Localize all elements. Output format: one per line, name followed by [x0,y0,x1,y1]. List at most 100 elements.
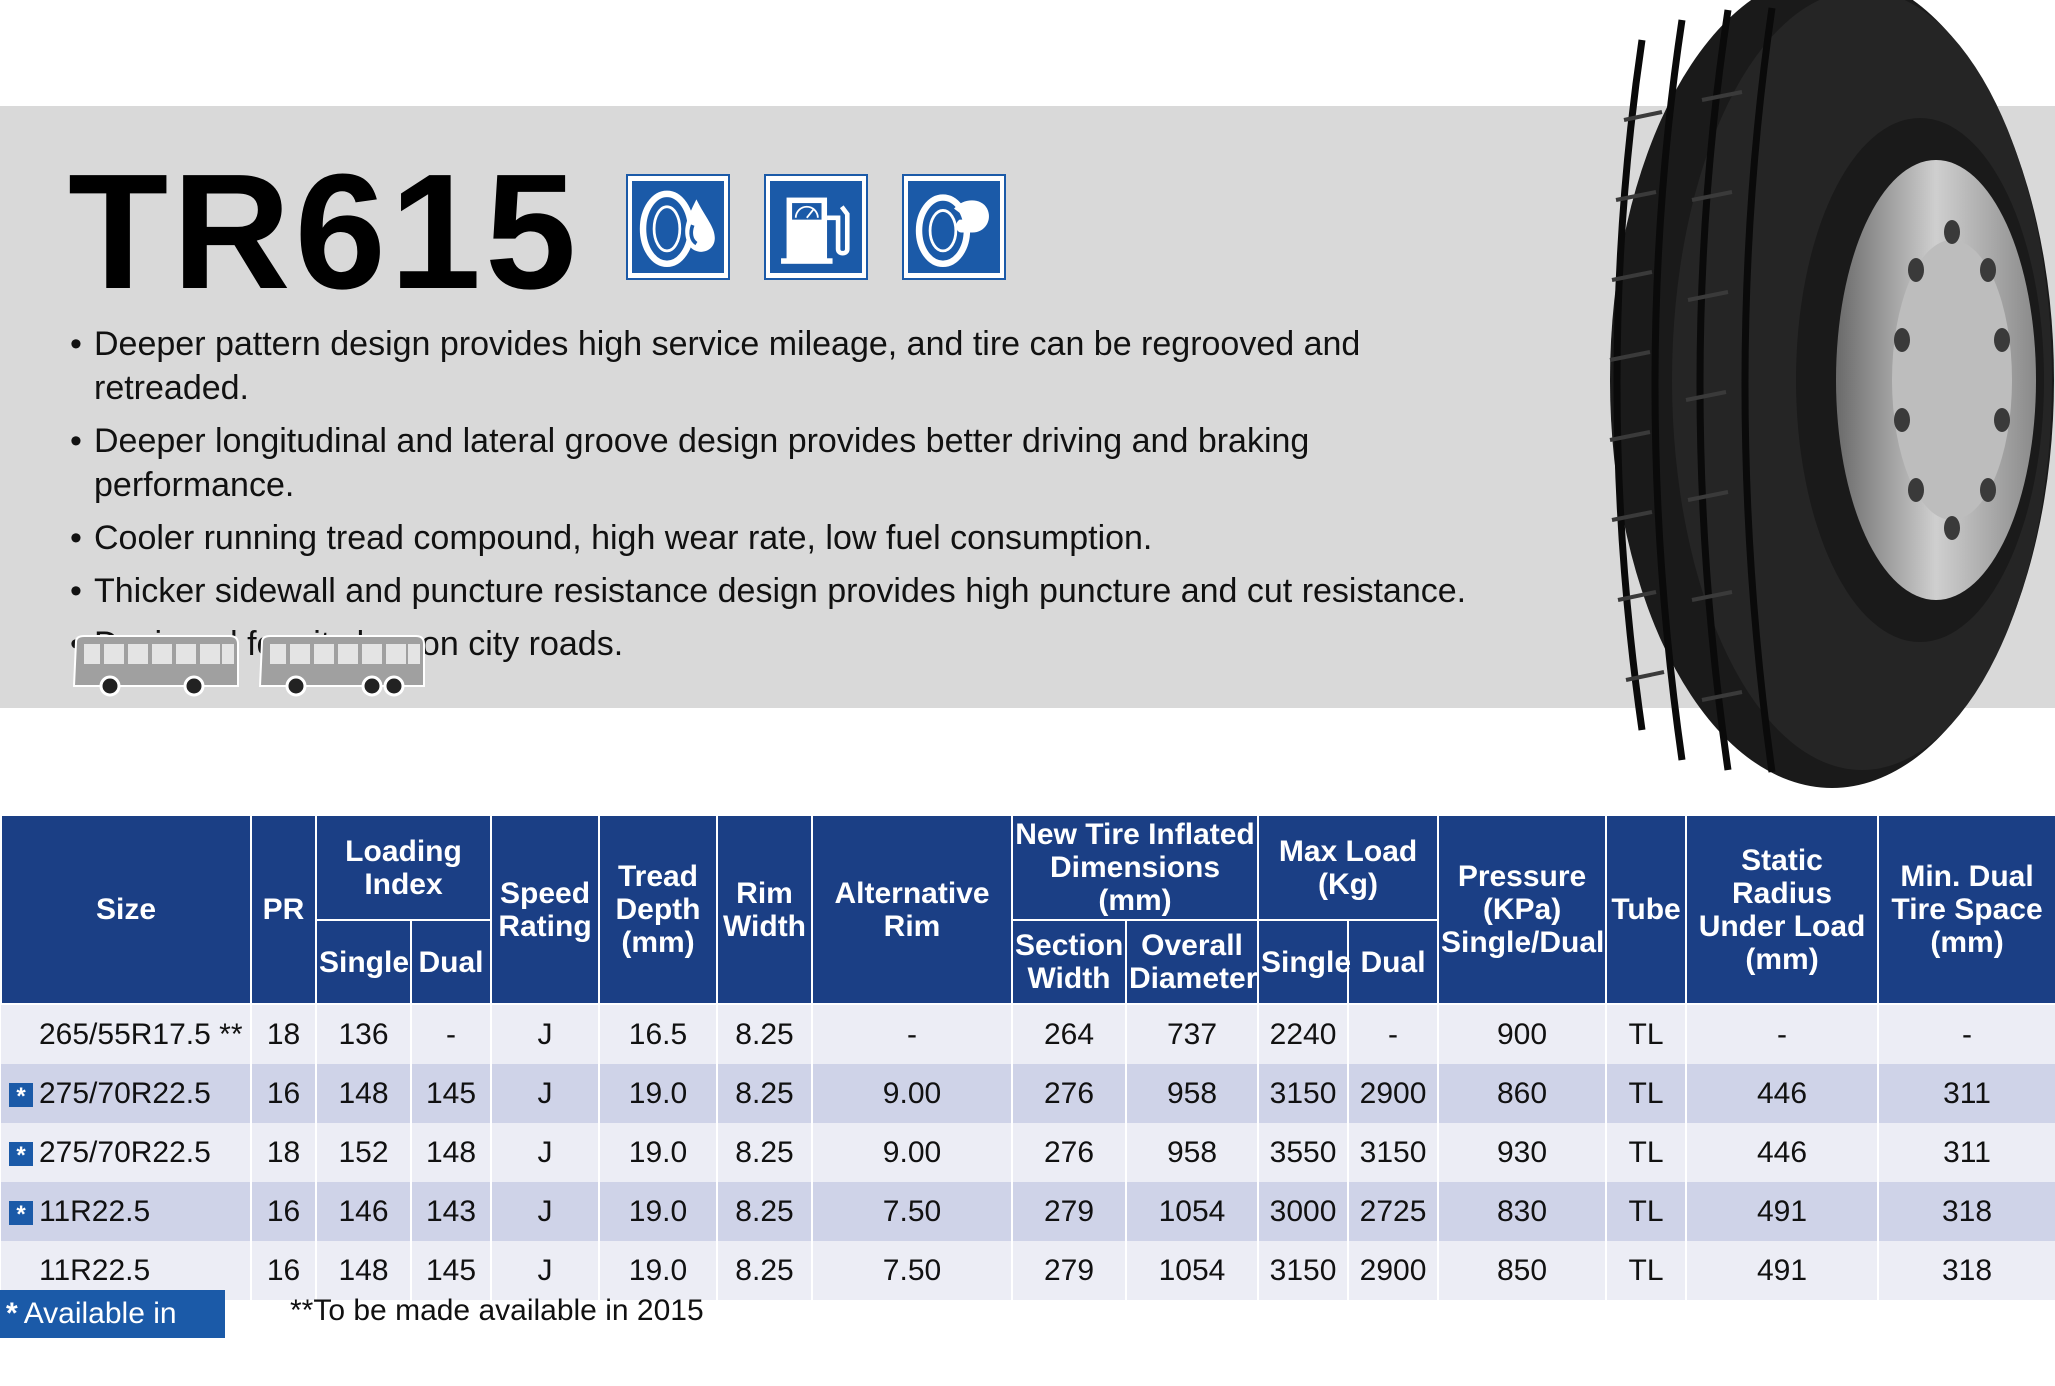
feature-item: Thicker sidewall and puncture resistance… [70,569,1500,613]
cell-size: * 275/70R22.5 [1,1123,252,1182]
size-label: 11R22.5 [39,1253,151,1287]
cell-min-dual: - [1878,1004,2055,1064]
cell-pr: 16 [251,1064,317,1123]
header-ml-single: Single [1257,919,1351,1005]
cell-ml-dual: - [1348,1004,1440,1064]
cell-static-radius: 491 [1686,1241,1880,1300]
header-static-radius: Static Radius Under Load (mm) [1685,814,1880,1005]
cell-ml-dual: 3150 [1348,1123,1440,1182]
cell-static-radius: 446 [1686,1064,1880,1123]
cell-alt-rim: 9.00 [812,1123,1013,1182]
cell-ml-single: 2240 [1258,1004,1350,1064]
cell-li-single: 148 [316,1241,412,1300]
cell-overall-diameter: 737 [1126,1004,1260,1064]
spec-table: Size PR Loading Index Speed Rating Tread… [0,814,2055,1300]
cell-static-radius: - [1686,1004,1880,1064]
size-label: 275/70R22.5 [39,1135,211,1169]
cell-alt-rim: - [812,1004,1013,1064]
cell-speed: J [491,1064,600,1123]
cell-min-dual: 311 [1878,1064,2055,1123]
eu-star-icon: * [9,1141,33,1169]
tire-strength-icon [902,174,1006,280]
cell-size: 265/55R17.5 ** [1,1004,252,1064]
cell-static-radius: 491 [1686,1182,1880,1241]
table-row: 11R22.5 16 148 145 J 19.0 8.25 7.50 279 1054 3150 2… [1,1241,2055,1300]
cell-speed: J [491,1182,600,1241]
cell-li-single: 136 [316,1004,412,1064]
table-row: * 11R22.5 16 146 143 J 19.0 8.25 7.50 279 1054 3000… [1,1182,2055,1241]
cell-overall-diameter: 1054 [1126,1241,1260,1300]
star-spacer [9,1256,33,1280]
cell-pressure: 830 [1438,1182,1608,1241]
cell-min-dual: 318 [1878,1241,2055,1300]
eu-legend-label: Available in EU [6,1297,177,1378]
table-row: * 275/70R22.5 18 152 148 J 19.0 8.25 9.00 276 958 3… [1,1123,2055,1182]
header-ml-dual: Dual [1347,919,1440,1005]
cell-pressure: 860 [1438,1064,1608,1123]
eu-star-icon: * [9,1082,33,1110]
cell-tube: TL [1606,1241,1688,1300]
cell-speed: J [491,1123,600,1182]
tire-image [1532,0,2055,790]
cell-tread: 16.5 [599,1004,718,1064]
cell-overall-diameter: 1054 [1126,1182,1260,1241]
header-tube: Tube [1605,814,1688,1005]
cell-static-radius: 446 [1686,1123,1880,1182]
cell-li-dual: 145 [411,1064,492,1123]
cell-pressure: 930 [1438,1123,1608,1182]
tire-wet-grip-icon [626,174,730,280]
cell-li-dual: 143 [411,1182,492,1241]
header-speed-rating: Speed Rating [490,814,600,1005]
vehicle-icons [70,632,428,698]
cell-rim: 8.25 [717,1182,813,1241]
cell-rim: 8.25 [717,1064,813,1123]
cell-li-dual: 148 [411,1123,492,1182]
header-pressure: Pressure (KPa) Single/Dual [1437,814,1608,1005]
cell-tread: 19.0 [599,1241,718,1300]
cell-li-dual: - [411,1004,492,1064]
feature-icons [626,174,1006,280]
cell-ml-single: 3150 [1258,1064,1350,1123]
city-bus-three-axle-icon [256,632,428,698]
cell-ml-dual: 2900 [1348,1064,1440,1123]
feature-item: Deeper pattern design provides high serv… [70,322,1500,410]
cell-overall-diameter: 958 [1126,1064,1260,1123]
cell-rim: 8.25 [717,1123,813,1182]
star-spacer [9,1020,33,1044]
header-rim-width: Rim Width [716,814,813,1005]
cell-pressure: 900 [1438,1004,1608,1064]
city-bus-two-axle-icon [70,632,242,698]
cell-speed: J [491,1241,600,1300]
size-label: 265/55R17.5 ** [39,1017,243,1051]
header-section-width: Section Width [1011,919,1127,1005]
header-tread-depth: Tread Depth (mm) [598,814,718,1005]
header-overall-diameter: Overall Diameter [1124,919,1260,1005]
cell-alt-rim: 7.50 [812,1241,1013,1300]
cell-ml-single: 3150 [1258,1241,1350,1300]
feature-item: Deeper longitudinal and lateral groove d… [70,419,1500,507]
table-row: * 275/70R22.5 16 148 145 J 19.0 8.25 9.00 276 958 3… [1,1064,2055,1123]
table-row: 265/55R17.5 ** 18 136- J 16.5 8.25-264 737 2240… [1,1004,2055,1064]
header-pr: PR [250,814,317,1005]
header-size: Size [0,814,252,1005]
header-min-dual-space: Min. Dual Tire Space (mm) [1877,814,2055,1005]
cell-pr: 16 [251,1182,317,1241]
cell-pr: 18 [251,1004,317,1064]
cell-li-single: 152 [316,1123,412,1182]
cell-overall-diameter: 958 [1126,1123,1260,1182]
cell-alt-rim: 9.00 [812,1064,1013,1123]
cell-ml-single: 3550 [1258,1123,1350,1182]
cell-rim: 8.25 [717,1241,813,1300]
cell-section-width: 264 [1012,1004,1127,1064]
header-alternative-rim: Alternative Rim [811,814,1013,1005]
spec-table-body: 265/55R17.5 ** 18 136- J 16.5 8.25-264 737 2240… [1,1004,2055,1300]
eu-star-icon: * [6,1297,18,1330]
header-loading-index: Loading Index [315,814,492,921]
size-label: 275/70R22.5 [39,1076,211,1110]
header-new-tire-dimensions: New Tire Inflated Dimensions (mm) [1010,814,1260,921]
eu-legend: * Available in EU [0,1290,225,1378]
eu-star-icon: * [9,1200,33,1228]
cell-li-dual: 145 [411,1241,492,1300]
fuel-efficiency-icon [764,174,868,280]
size-label: 11R22.5 [39,1194,151,1228]
